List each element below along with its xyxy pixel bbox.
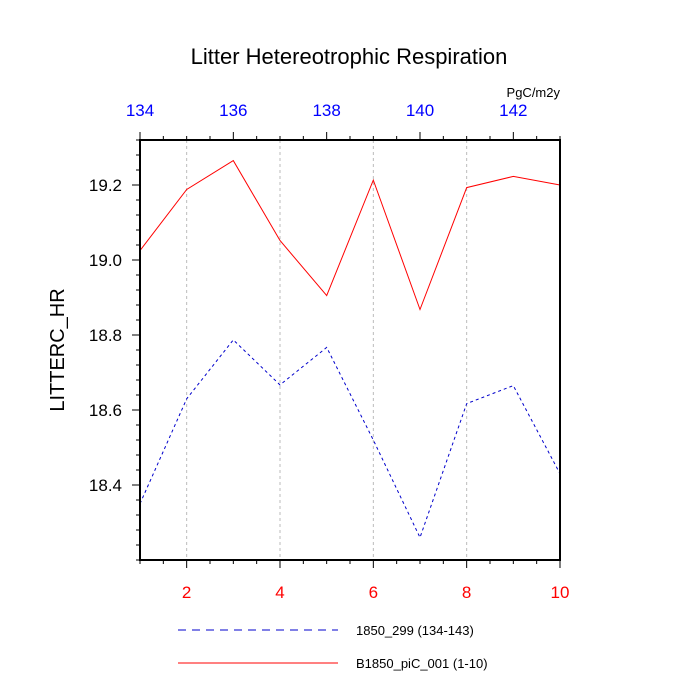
plot-frame: [139, 139, 561, 561]
chart-title: Litter Hetereotrophic Respiration: [191, 44, 508, 69]
y-tick-label: 18.6: [89, 401, 122, 420]
legend: 1850_299 (134-143) B1850_piC_001 (1-10): [178, 623, 488, 671]
legend-label-blue: 1850_299 (134-143): [356, 623, 474, 638]
y-tick-label: 18.8: [89, 326, 122, 345]
series-line-blue: [139, 339, 561, 539]
y-tick-label: 19.2: [89, 176, 122, 195]
y-axis-label: LITTERC_HR: [47, 288, 69, 411]
x-tick-label: 4: [275, 583, 284, 602]
x-tick-label: 10: [551, 583, 570, 602]
grid-lines: [186, 140, 468, 560]
y-tick-label: 18.4: [89, 476, 122, 495]
axes: 2 4 6 8 10 134 136 138 140 142 18.4 18.6 18.8 19.0 19.…: [89, 101, 570, 602]
top-tick-label: 136: [219, 101, 247, 120]
x-tick-label: 8: [462, 583, 471, 602]
series-line-red: [139, 159, 561, 311]
series-lines: [139, 159, 561, 539]
top-tick-label: 138: [312, 101, 340, 120]
legend-label-red: B1850_piC_001 (1-10): [356, 656, 488, 671]
top-tick-label: 140: [406, 101, 434, 120]
x-tick-label: 2: [182, 583, 191, 602]
units-label: PgC/m2y: [507, 85, 561, 100]
top-tick-label: 134: [126, 101, 154, 120]
top-tick-label: 142: [499, 101, 527, 120]
x-tick-label: 6: [369, 583, 378, 602]
y-tick-label: 19.0: [89, 251, 122, 270]
